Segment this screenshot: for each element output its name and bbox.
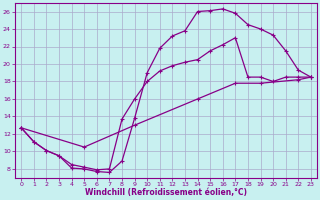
X-axis label: Windchill (Refroidissement éolien,°C): Windchill (Refroidissement éolien,°C)	[85, 188, 247, 197]
